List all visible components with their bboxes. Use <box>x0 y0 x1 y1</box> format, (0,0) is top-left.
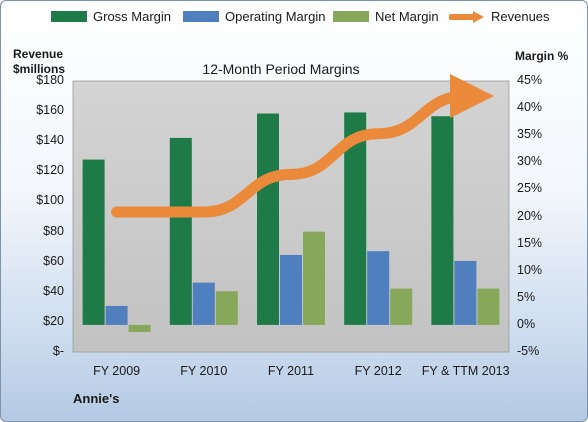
legend-label-revenues: Revenues <box>491 9 550 24</box>
left-tick-label: $120 <box>36 163 64 178</box>
company-name: Annie's <box>73 391 120 406</box>
bar-operating-margin <box>367 251 390 325</box>
right-tick-label: 40% <box>517 100 543 115</box>
right-tick-label: 20% <box>517 208 543 223</box>
legend-item-revenues: Revenues <box>449 9 550 24</box>
legend: Gross Margin Operating Margin Net Margin… <box>1 9 587 31</box>
left-tick-label: $20 <box>43 313 64 328</box>
right-tick-label: 25% <box>517 181 543 196</box>
legend-item-operating-margin: Operating Margin <box>183 9 325 24</box>
legend-swatch-gross-margin <box>51 11 87 22</box>
bar-operating-margin <box>192 282 215 325</box>
bar-gross-margin <box>257 113 279 325</box>
legend-label-gross-margin: Gross Margin <box>93 9 172 24</box>
legend-label-operating-margin: Operating Margin <box>225 9 326 24</box>
bar-net-margin <box>477 288 500 325</box>
bar-net-margin <box>390 288 413 325</box>
legend-item-net-margin: Net Margin <box>333 9 439 24</box>
left-tick-label: $160 <box>36 103 64 118</box>
category-label: FY 2010 <box>180 364 228 378</box>
legend-arrow-icon <box>449 10 484 23</box>
bar-gross-margin <box>431 116 454 325</box>
legend-label-net-margin: Net Margin <box>375 9 439 24</box>
bar-gross-margin <box>169 137 192 325</box>
bar-operating-margin <box>454 260 477 325</box>
left-tick-label: $140 <box>36 133 64 148</box>
right-tick-label: 10% <box>517 262 543 277</box>
right-axis-title: Margin % <box>515 49 569 63</box>
right-tick-label: -5% <box>517 344 540 358</box>
category-label: FY & TTM 2013 <box>421 364 510 378</box>
left-tick-label: $80 <box>43 223 64 238</box>
legend-swatch-operating-margin <box>183 11 219 22</box>
legend-item-gross-margin: Gross Margin <box>51 9 171 24</box>
bar-net-margin <box>303 231 325 325</box>
chart-title: 12-Month Period Margins <box>202 61 360 77</box>
right-tick-label: 0% <box>517 316 536 331</box>
left-tick-label: $40 <box>43 283 64 298</box>
left-tick-label: $100 <box>36 193 64 208</box>
right-tick-label: 15% <box>517 235 543 250</box>
revenues-line <box>111 74 494 218</box>
right-tick-label: 35% <box>517 127 543 142</box>
bar-gross-margin <box>82 159 105 325</box>
category-label: FY 2011 <box>267 364 315 378</box>
left-tick-label: $- <box>52 344 64 358</box>
right-tick-label: 30% <box>517 154 543 169</box>
left-axis-title-line2: $millions <box>13 62 66 76</box>
bar-net-margin <box>215 291 238 325</box>
bar-operating-margin <box>105 305 128 325</box>
category-label: FY 2009 <box>93 364 141 378</box>
left-tick-label: $60 <box>43 253 64 268</box>
bar-gross-margin <box>344 112 367 325</box>
left-tick-label: $180 <box>36 73 64 87</box>
left-axis-title-line1: Revenue <box>13 47 64 61</box>
right-tick-label: 45% <box>517 73 543 87</box>
legend-swatch-net-margin <box>333 11 369 22</box>
category-label: FY 2012 <box>354 364 402 378</box>
bar-operating-margin <box>280 254 302 325</box>
bar-net-margin <box>128 324 151 332</box>
right-tick-label: 5% <box>517 289 536 304</box>
